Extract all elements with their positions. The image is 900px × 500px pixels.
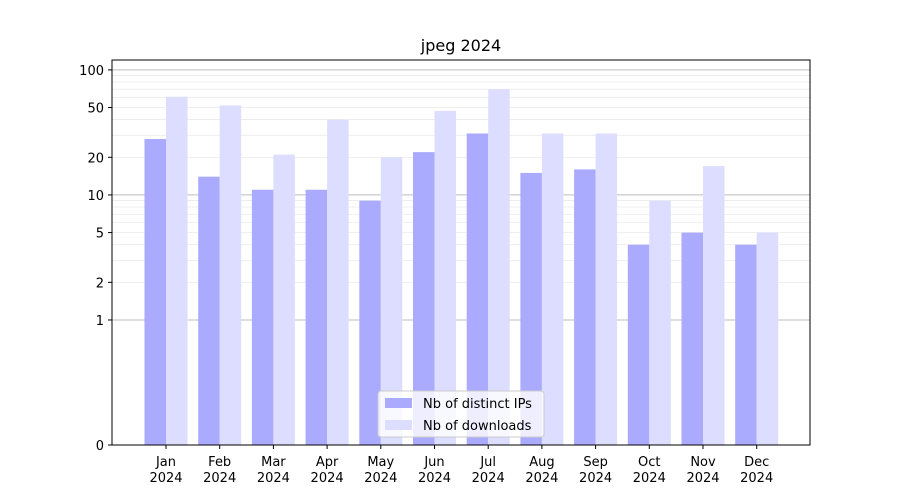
chart-title: jpeg 2024 [420,36,501,55]
bar-downloads [488,89,510,445]
bar-downloads [756,232,779,445]
y-tick-label: 5 [96,227,104,242]
x-tick-label-year: 2024 [149,471,182,486]
y-tick-label: 0 [96,439,104,454]
x-tick-label-month: Jun [423,455,444,470]
legend-swatch-distinct-ips [385,398,412,408]
legend-swatch-downloads [385,420,412,430]
x-tick-label-year: 2024 [579,471,612,486]
bar-distinct-ips [359,200,381,445]
legend-label-distinct-ips: Nb of distinct IPs [423,397,532,412]
x-tick-label-month: Aug [529,455,554,470]
x-tick-label-year: 2024 [418,471,451,486]
x-tick-label-year: 2024 [257,471,290,486]
x-tick-label-year: 2024 [364,471,397,486]
bars [144,89,779,446]
bar-downloads [595,133,618,445]
x-tick-label-month: Feb [208,455,231,470]
bar-distinct-ips [574,169,596,445]
legend-label-downloads: Nb of downloads [423,419,532,434]
y-tick-label: 100 [79,64,104,79]
bar-distinct-ips [735,244,757,445]
x-tick-label-year: 2024 [633,471,666,486]
legend: Nb of distinct IPs Nb of downloads [377,390,545,438]
y-tick-label: 20 [87,151,104,166]
bar-distinct-ips [198,176,220,445]
x-tick-label-month: Oct [638,455,660,470]
x-tick-label-year: 2024 [203,471,236,486]
bar-downloads [541,133,564,445]
bar-downloads [327,119,349,446]
x-tick-label-month: Jul [479,455,496,470]
bar-distinct-ips [681,232,703,445]
y-tick-label: 1 [96,314,104,329]
x-tick-label-month: Apr [316,455,339,470]
bar-distinct-ips [251,189,274,445]
legend-frame [377,390,545,438]
plot-frame [111,59,811,446]
y-tick-label: 2 [96,276,104,291]
bar-distinct-ips [413,152,435,445]
bar-downloads [166,96,188,445]
x-tick-label-month: Nov [690,455,716,470]
x-tick-label-month: May [367,455,394,470]
x-tick-label-year: 2024 [525,471,558,486]
x-tick-label-month: Dec [744,455,769,470]
bar-distinct-ips [520,172,542,445]
axes: 0125102050100Jan2024Feb2024Mar2024Apr202… [79,64,773,486]
x-tick-label-year: 2024 [686,471,719,486]
bar-distinct-ips [627,244,650,445]
bar-downloads [703,166,725,445]
x-tick-label-month: Sep [583,455,608,470]
x-tick-label-year: 2024 [740,471,773,486]
x-tick-label-month: Jan [155,455,176,470]
y-tick-label: 50 [87,102,104,117]
bar-distinct-ips [144,139,166,445]
x-tick-label-year: 2024 [311,471,344,486]
bar-downloads [219,105,242,446]
bar-distinct-ips [466,133,489,445]
x-tick-label-year: 2024 [472,471,505,486]
bar-downloads [434,110,456,445]
bar-downloads [649,200,671,445]
bar-distinct-ips [305,189,328,445]
bar-downloads [273,154,295,446]
x-tick-label-month: Mar [261,455,286,470]
y-tick-label: 10 [87,189,104,204]
bar-downloads [380,157,403,445]
